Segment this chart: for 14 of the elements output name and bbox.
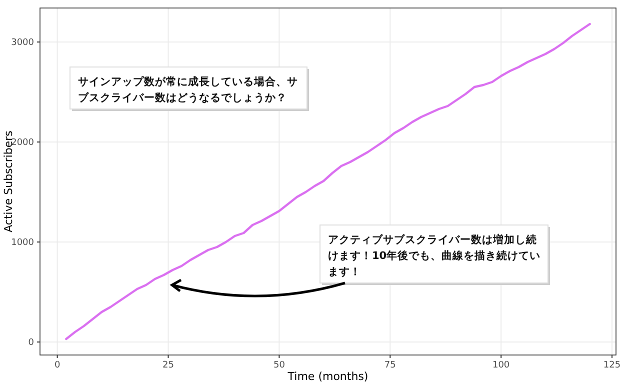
y-tick-label: 3000 [11,38,34,48]
y-tick-label: 1000 [11,238,34,248]
x-tick-label: 50 [273,360,286,370]
x-tick-label: 0 [54,360,60,370]
annotation: アクティブサブスクライバー数は増加し続けます！10年後でも、曲線を描き続けています！ [328,233,541,278]
x-tick-label: 125 [603,360,620,370]
line-series [65,22,591,340]
x-tick-label: 100 [492,360,510,370]
annotation: サインアップ数が常に成長している場合、サブスクライバー数はどうなるでしょうか？ [78,75,298,104]
x-tick-label: 25 [162,360,174,370]
y-tick-label: 0 [28,338,34,348]
y-tick-label: 2000 [11,138,34,148]
x-tick-label: 75 [384,360,396,370]
x-axis-title: Time (months) [286,370,368,383]
